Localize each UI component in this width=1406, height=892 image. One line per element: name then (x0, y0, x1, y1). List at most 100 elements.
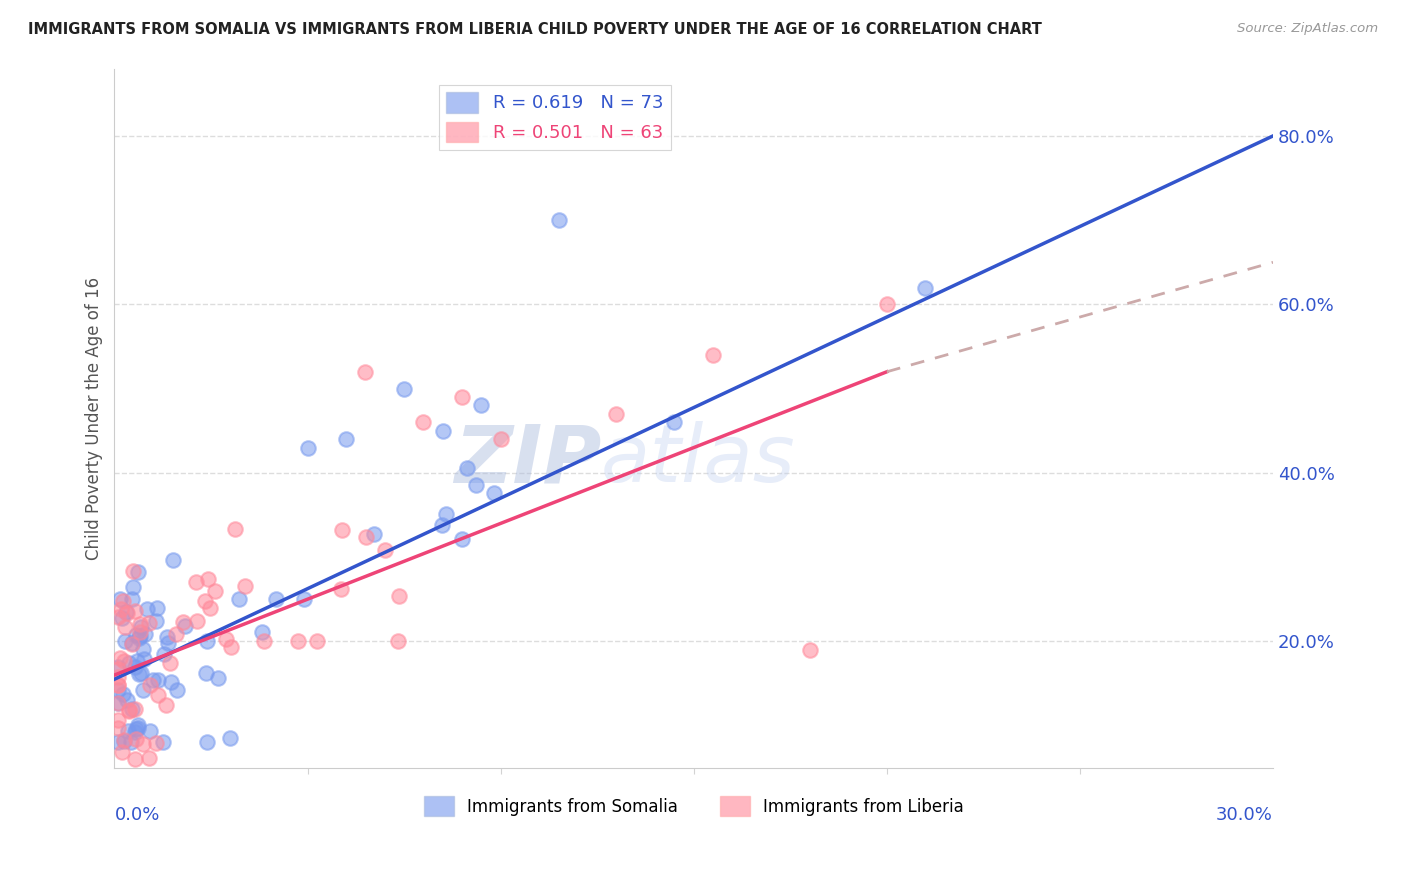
Point (152, 735, 174, 749)
Text: atlas: atlas (600, 421, 796, 499)
Point (146, 688, 169, 702)
Point (139, 678, 162, 692)
Point (354, 365, 377, 379)
Y-axis label: Child Poverty Under the Age of 16: Child Poverty Under the Age of 16 (86, 277, 103, 559)
Point (107, 662, 129, 676)
Point (330, 524, 353, 538)
Point (392, 382, 415, 396)
Point (228, 592, 250, 607)
Point (107, 678, 129, 692)
Point (547, 213, 569, 227)
Point (132, 641, 155, 656)
Point (124, 724, 146, 739)
Point (146, 601, 169, 615)
Point (127, 718, 149, 732)
Point (470, 399, 492, 413)
Point (204, 583, 226, 598)
Point (184, 574, 207, 589)
Point (165, 627, 187, 641)
Point (128, 667, 150, 681)
Point (108, 592, 131, 607)
Point (356, 530, 378, 544)
Point (107, 735, 129, 749)
Point (122, 564, 145, 578)
Point (107, 721, 129, 735)
Point (215, 632, 238, 647)
Point (115, 692, 138, 706)
Point (118, 656, 141, 670)
Point (112, 733, 135, 747)
Point (110, 651, 132, 665)
Point (121, 591, 143, 606)
Point (363, 527, 385, 541)
Point (335, 432, 357, 446)
Point (112, 654, 135, 668)
Point (465, 478, 488, 492)
Point (430, 517, 453, 532)
Point (129, 629, 152, 643)
Point (124, 604, 146, 618)
Point (197, 573, 219, 587)
Point (195, 735, 218, 749)
Point (114, 633, 136, 648)
Point (111, 594, 134, 608)
Point (198, 600, 221, 615)
Point (155, 698, 177, 713)
Point (219, 640, 242, 654)
Point (489, 432, 512, 446)
Point (115, 606, 138, 620)
Point (294, 592, 316, 607)
Point (224, 522, 246, 536)
Point (128, 624, 150, 639)
Point (107, 683, 129, 698)
Point (145, 735, 167, 749)
Point (118, 704, 141, 718)
Point (264, 592, 287, 607)
Point (112, 733, 135, 747)
Point (914, 280, 936, 294)
Point (124, 628, 146, 642)
Point (107, 696, 129, 710)
Point (121, 636, 143, 650)
Point (118, 704, 141, 718)
Point (136, 601, 159, 615)
Point (107, 677, 129, 691)
Point (387, 634, 409, 648)
Point (195, 634, 218, 648)
Point (148, 673, 170, 687)
Point (111, 610, 134, 624)
Point (129, 665, 152, 680)
Point (156, 636, 179, 650)
Point (252, 634, 274, 648)
Point (799, 642, 821, 657)
Point (125, 723, 148, 737)
Point (139, 723, 162, 738)
Legend: Immigrants from Somalia, Immigrants from Liberia: Immigrants from Somalia, Immigrants from… (418, 789, 970, 822)
Point (124, 702, 146, 716)
Text: 0.0%: 0.0% (114, 806, 160, 824)
Point (107, 714, 129, 728)
Point (127, 721, 149, 735)
Point (307, 634, 329, 648)
Point (142, 673, 165, 687)
Point (112, 687, 135, 701)
Point (107, 610, 129, 624)
Point (129, 617, 152, 632)
Point (124, 752, 146, 766)
Point (173, 618, 195, 632)
Point (194, 666, 217, 681)
Point (207, 671, 229, 685)
Point (219, 731, 242, 746)
Point (127, 565, 149, 579)
Text: 30.0%: 30.0% (1216, 806, 1272, 824)
Point (876, 297, 898, 311)
Point (297, 441, 319, 455)
Point (138, 751, 160, 765)
Point (129, 620, 152, 634)
Point (330, 582, 353, 596)
Point (114, 620, 136, 634)
Point (122, 580, 145, 594)
Point (451, 532, 474, 546)
Point (111, 746, 134, 760)
Point (456, 461, 478, 475)
